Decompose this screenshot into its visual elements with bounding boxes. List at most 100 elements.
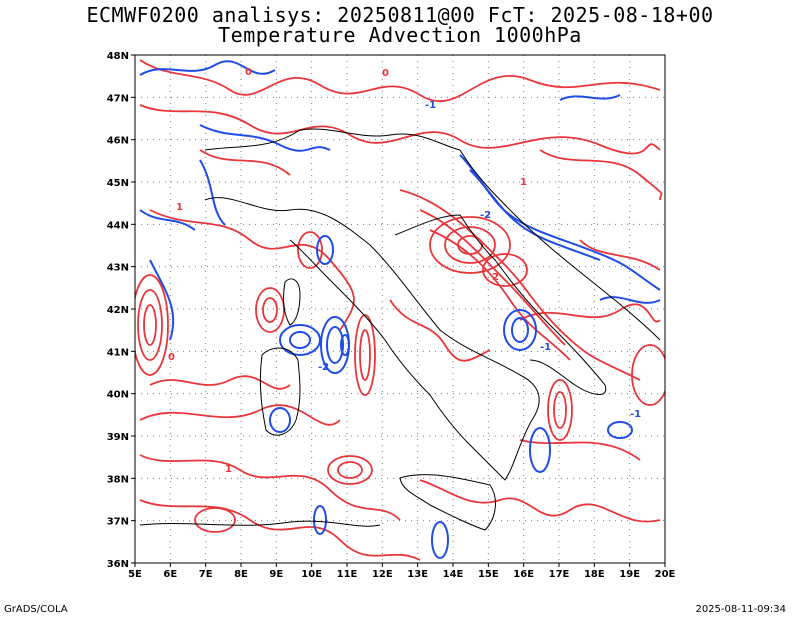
- cold-contour: [316, 235, 334, 265]
- contour-label: 1: [520, 177, 527, 188]
- warm-contour: [539, 149, 663, 201]
- cold-contour: [139, 60, 276, 76]
- warm-contour: [553, 391, 567, 429]
- contour-label: 1: [225, 464, 232, 475]
- lon-tick-label: 15E: [478, 569, 499, 580]
- warm-contour: [482, 253, 528, 287]
- warm-contour: [149, 375, 291, 390]
- warm-contour: [137, 289, 163, 361]
- cold-contour: [289, 331, 311, 349]
- lon-tick-label: 9E: [269, 569, 283, 580]
- map-title-line1: ECMWF0200 analisys: 20250811@00 FcT: 202…: [86, 3, 714, 27]
- lon-tick-label: 10E: [301, 569, 322, 580]
- contour-label: 0: [382, 68, 389, 79]
- lon-tick-label: 13E: [407, 569, 428, 580]
- warm-contour: [354, 314, 376, 396]
- north-africa-coast: [139, 520, 381, 527]
- balkan-coast: [459, 149, 661, 341]
- footer-credit: GrADS/COLA: [4, 604, 68, 615]
- warm-contour: [255, 287, 285, 333]
- lat-tick-label: 41N: [107, 347, 129, 358]
- warm-contour: [429, 216, 511, 274]
- corsica-coastline: [283, 278, 301, 326]
- lon-tick-label: 7E: [199, 569, 213, 580]
- lat-tick-label: 48N: [107, 51, 129, 62]
- contour-label: -1: [540, 342, 551, 353]
- warm-contour: [419, 209, 566, 346]
- contour-value-labels: 0 -1 1 2 -2 0 -1 1 -1 0 -2 1: [168, 67, 641, 475]
- warm-contour: [631, 344, 665, 406]
- lon-tick-label: 5E: [128, 569, 142, 580]
- sicily-coastline: [399, 474, 496, 531]
- contour-label: -1: [630, 409, 641, 420]
- contour-label: -2: [318, 362, 329, 373]
- cold-contour: [503, 309, 537, 351]
- cold-contour: [199, 124, 331, 152]
- latitude-axis: 36N 37N 38N 39N 40N 41N 42N 43N 44N 45N 46N 47N 48N: [107, 51, 135, 570]
- warm-contour: [327, 455, 373, 485]
- cold-contour: [431, 521, 449, 559]
- lon-tick-label: 19E: [619, 569, 640, 580]
- warm-contour: [547, 379, 573, 441]
- warm-contour: [519, 303, 661, 323]
- map-title-line2: Temperature Advection 1000hPa: [218, 23, 582, 47]
- contour-label: -2: [480, 210, 491, 221]
- cold-contour: [313, 505, 327, 535]
- cold-contour: [607, 421, 633, 439]
- warm-contour: [419, 479, 661, 523]
- lat-tick-label: 40N: [107, 390, 129, 401]
- lon-tick-label: 12E: [372, 569, 393, 580]
- lat-tick-label: 37N: [107, 517, 129, 528]
- alps-border: [204, 128, 461, 151]
- warm-contour: [199, 149, 291, 176]
- cold-contour: [279, 324, 321, 356]
- cold-contour: [599, 296, 661, 304]
- cold-advection-contours: [139, 60, 661, 559]
- sardinia-coastline: [259, 347, 301, 436]
- warm-contour: [135, 274, 169, 376]
- lon-tick-label: 17E: [549, 569, 570, 580]
- lat-tick-label: 47N: [107, 93, 129, 104]
- cold-contour: [269, 407, 291, 433]
- lon-tick-label: 8E: [234, 569, 248, 580]
- warm-contour: [579, 239, 661, 271]
- warm-contour: [194, 507, 236, 533]
- cold-contour: [149, 259, 175, 341]
- lat-tick-label: 36N: [107, 559, 129, 570]
- lon-tick-label: 6E: [163, 569, 177, 580]
- longitude-axis: 5E 6E 7E 8E 9E 10E 11E 12E 13E 14E 15E 16E 17E 18E 19E…: [128, 563, 676, 580]
- warm-contour: [444, 226, 496, 264]
- warm-contour: [359, 329, 371, 381]
- cold-contour: [326, 326, 344, 364]
- lat-tick-label: 45N: [107, 178, 129, 189]
- cold-contour: [559, 94, 621, 101]
- lon-tick-label: 11E: [337, 569, 358, 580]
- lat-tick-label: 43N: [107, 263, 129, 274]
- cold-contour: [469, 169, 601, 261]
- lat-tick-label: 39N: [107, 432, 129, 443]
- warm-contour: [139, 104, 661, 155]
- warm-contour: [429, 229, 571, 361]
- coastlines-borders: [139, 128, 661, 531]
- warm-contour: [262, 297, 278, 323]
- lat-tick-label: 42N: [107, 305, 129, 316]
- warm-contour: [139, 59, 661, 103]
- contour-label: -1: [425, 100, 436, 111]
- cold-contour: [139, 209, 196, 231]
- cold-contour: [529, 427, 551, 473]
- contour-label: 1: [176, 202, 183, 213]
- lat-tick-label: 44N: [107, 220, 129, 231]
- warm-contour: [139, 404, 341, 426]
- footer-timestamp: 2025-08-11-09:34: [695, 604, 786, 615]
- cold-contour: [340, 334, 350, 356]
- warm-contour: [143, 304, 157, 346]
- lon-tick-label: 20E: [655, 569, 676, 580]
- warm-contour: [139, 454, 401, 521]
- lon-tick-label: 14E: [443, 569, 464, 580]
- warm-advection-contours: [135, 59, 665, 561]
- italy-coastline: [204, 197, 540, 481]
- italy-coastline: [394, 214, 607, 395]
- lon-tick-label: 18E: [584, 569, 605, 580]
- warm-contour: [519, 439, 641, 461]
